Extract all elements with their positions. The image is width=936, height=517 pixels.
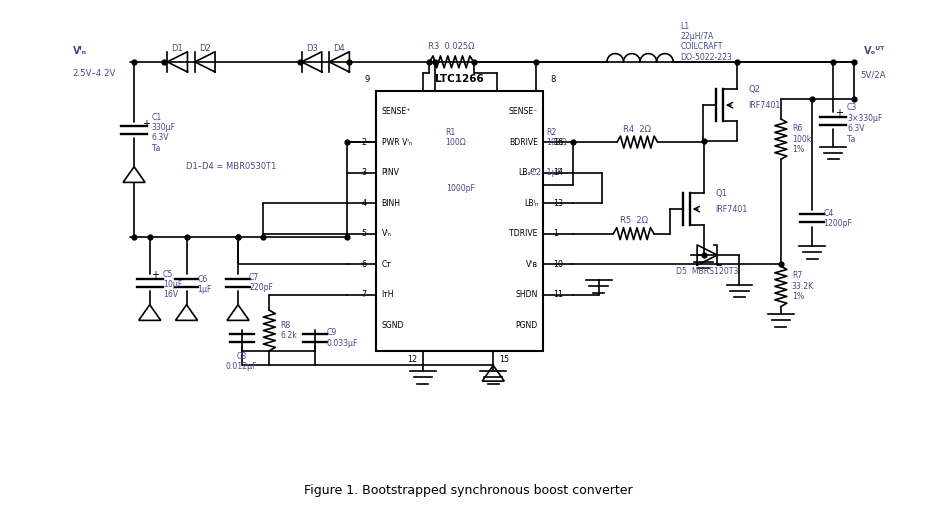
Text: 3: 3 <box>361 168 367 177</box>
Text: 14: 14 <box>552 168 563 177</box>
Text: 6: 6 <box>361 260 367 269</box>
Bar <box>375 92 543 351</box>
Text: Cᴛ: Cᴛ <box>381 260 391 269</box>
Text: 9: 9 <box>364 75 369 84</box>
Text: 2.5V–4.2V: 2.5V–4.2V <box>72 69 116 79</box>
Text: C1
330μF
6.3V
Ta: C1 330μF 6.3V Ta <box>152 113 175 153</box>
Text: LBₒᵁᵀ: LBₒᵁᵀ <box>519 168 537 177</box>
Text: C6
1μF: C6 1μF <box>197 275 212 294</box>
Text: SENSE⁺: SENSE⁺ <box>381 107 411 116</box>
Text: Q1: Q1 <box>715 189 726 198</box>
Text: 8: 8 <box>549 75 555 84</box>
Text: Q2: Q2 <box>748 85 760 94</box>
Text: R5  2Ω: R5 2Ω <box>619 216 647 225</box>
Text: D3: D3 <box>305 43 317 53</box>
Text: PINV: PINV <box>381 168 399 177</box>
Text: BINH: BINH <box>381 199 400 208</box>
Text: 5: 5 <box>361 229 367 238</box>
Text: IᴛH: IᴛH <box>381 290 394 299</box>
Text: Vᶠʙ: Vᶠʙ <box>525 260 537 269</box>
Text: IRF7401: IRF7401 <box>715 205 747 214</box>
Text: R1
100Ω: R1 100Ω <box>445 128 465 147</box>
Text: C7
220pF: C7 220pF <box>249 273 272 293</box>
Text: D1–D4 = MBR0530T1: D1–D4 = MBR0530T1 <box>185 162 275 171</box>
Text: Vₒᵁᵀ: Vₒᵁᵀ <box>864 46 885 56</box>
Text: TDRIVE: TDRIVE <box>509 229 537 238</box>
Text: R7
33.2K
1%: R7 33.2K 1% <box>791 271 813 301</box>
Text: SHDN: SHDN <box>515 290 537 299</box>
Text: C4
1200pF: C4 1200pF <box>822 208 851 228</box>
Text: R4  2Ω: R4 2Ω <box>622 125 651 134</box>
Text: C9
0.033μF: C9 0.033μF <box>326 328 358 347</box>
Text: IRF7401: IRF7401 <box>748 101 781 110</box>
Text: 1000pF: 1000pF <box>446 185 475 193</box>
Text: R8
6.2k: R8 6.2k <box>280 321 297 340</box>
Text: 10: 10 <box>552 260 563 269</box>
Text: 5V/2A: 5V/2A <box>859 70 885 79</box>
Text: Vᴵₙ: Vᴵₙ <box>72 46 86 56</box>
Text: C2  1μF: C2 1μF <box>530 168 562 177</box>
Text: C3
3×330μF
6.3V
Ta: C3 3×330μF 6.3V Ta <box>846 103 882 144</box>
Text: D2: D2 <box>198 43 211 53</box>
Text: +: + <box>142 118 150 129</box>
Text: 2: 2 <box>361 138 367 147</box>
Text: SENSE⁻: SENSE⁻ <box>508 107 537 116</box>
Text: BDRIVE: BDRIVE <box>508 138 537 147</box>
Text: 11: 11 <box>552 290 563 299</box>
Text: R6
100k
1%: R6 100k 1% <box>791 124 811 154</box>
Text: Vᴵₙ: Vᴵₙ <box>381 229 391 238</box>
Text: L1
22μH/7A
COILCRAFT
DO-5022-223: L1 22μH/7A COILCRAFT DO-5022-223 <box>680 22 732 62</box>
Text: 7: 7 <box>361 290 367 299</box>
Text: R2
100Ω: R2 100Ω <box>546 128 566 147</box>
Text: 4: 4 <box>361 199 367 208</box>
Text: PWR Vᴵₙ: PWR Vᴵₙ <box>381 138 411 147</box>
Text: 16: 16 <box>552 138 563 147</box>
Text: D5  MBRS120T3: D5 MBRS120T3 <box>675 267 738 276</box>
Text: 15: 15 <box>498 356 508 364</box>
Text: C8
0.012μF: C8 0.012μF <box>226 352 257 372</box>
Text: +: + <box>151 270 159 280</box>
Text: PGND: PGND <box>515 321 537 330</box>
Text: 1: 1 <box>552 229 557 238</box>
Text: C5
10μF
16V: C5 10μF 16V <box>163 269 182 299</box>
Text: 12: 12 <box>407 356 417 364</box>
Text: D4: D4 <box>333 43 344 53</box>
Text: LTC1266: LTC1266 <box>435 74 484 84</box>
Text: Figure 1. Bootstrapped synchronous boost converter: Figure 1. Bootstrapped synchronous boost… <box>304 484 632 497</box>
Text: R3  0.025Ω: R3 0.025Ω <box>428 42 475 51</box>
Text: 13: 13 <box>552 199 563 208</box>
Text: SGND: SGND <box>381 321 403 330</box>
Text: D1: D1 <box>171 43 183 53</box>
Text: LBᴵₙ: LBᴵₙ <box>523 199 537 208</box>
Text: +: + <box>834 109 841 118</box>
